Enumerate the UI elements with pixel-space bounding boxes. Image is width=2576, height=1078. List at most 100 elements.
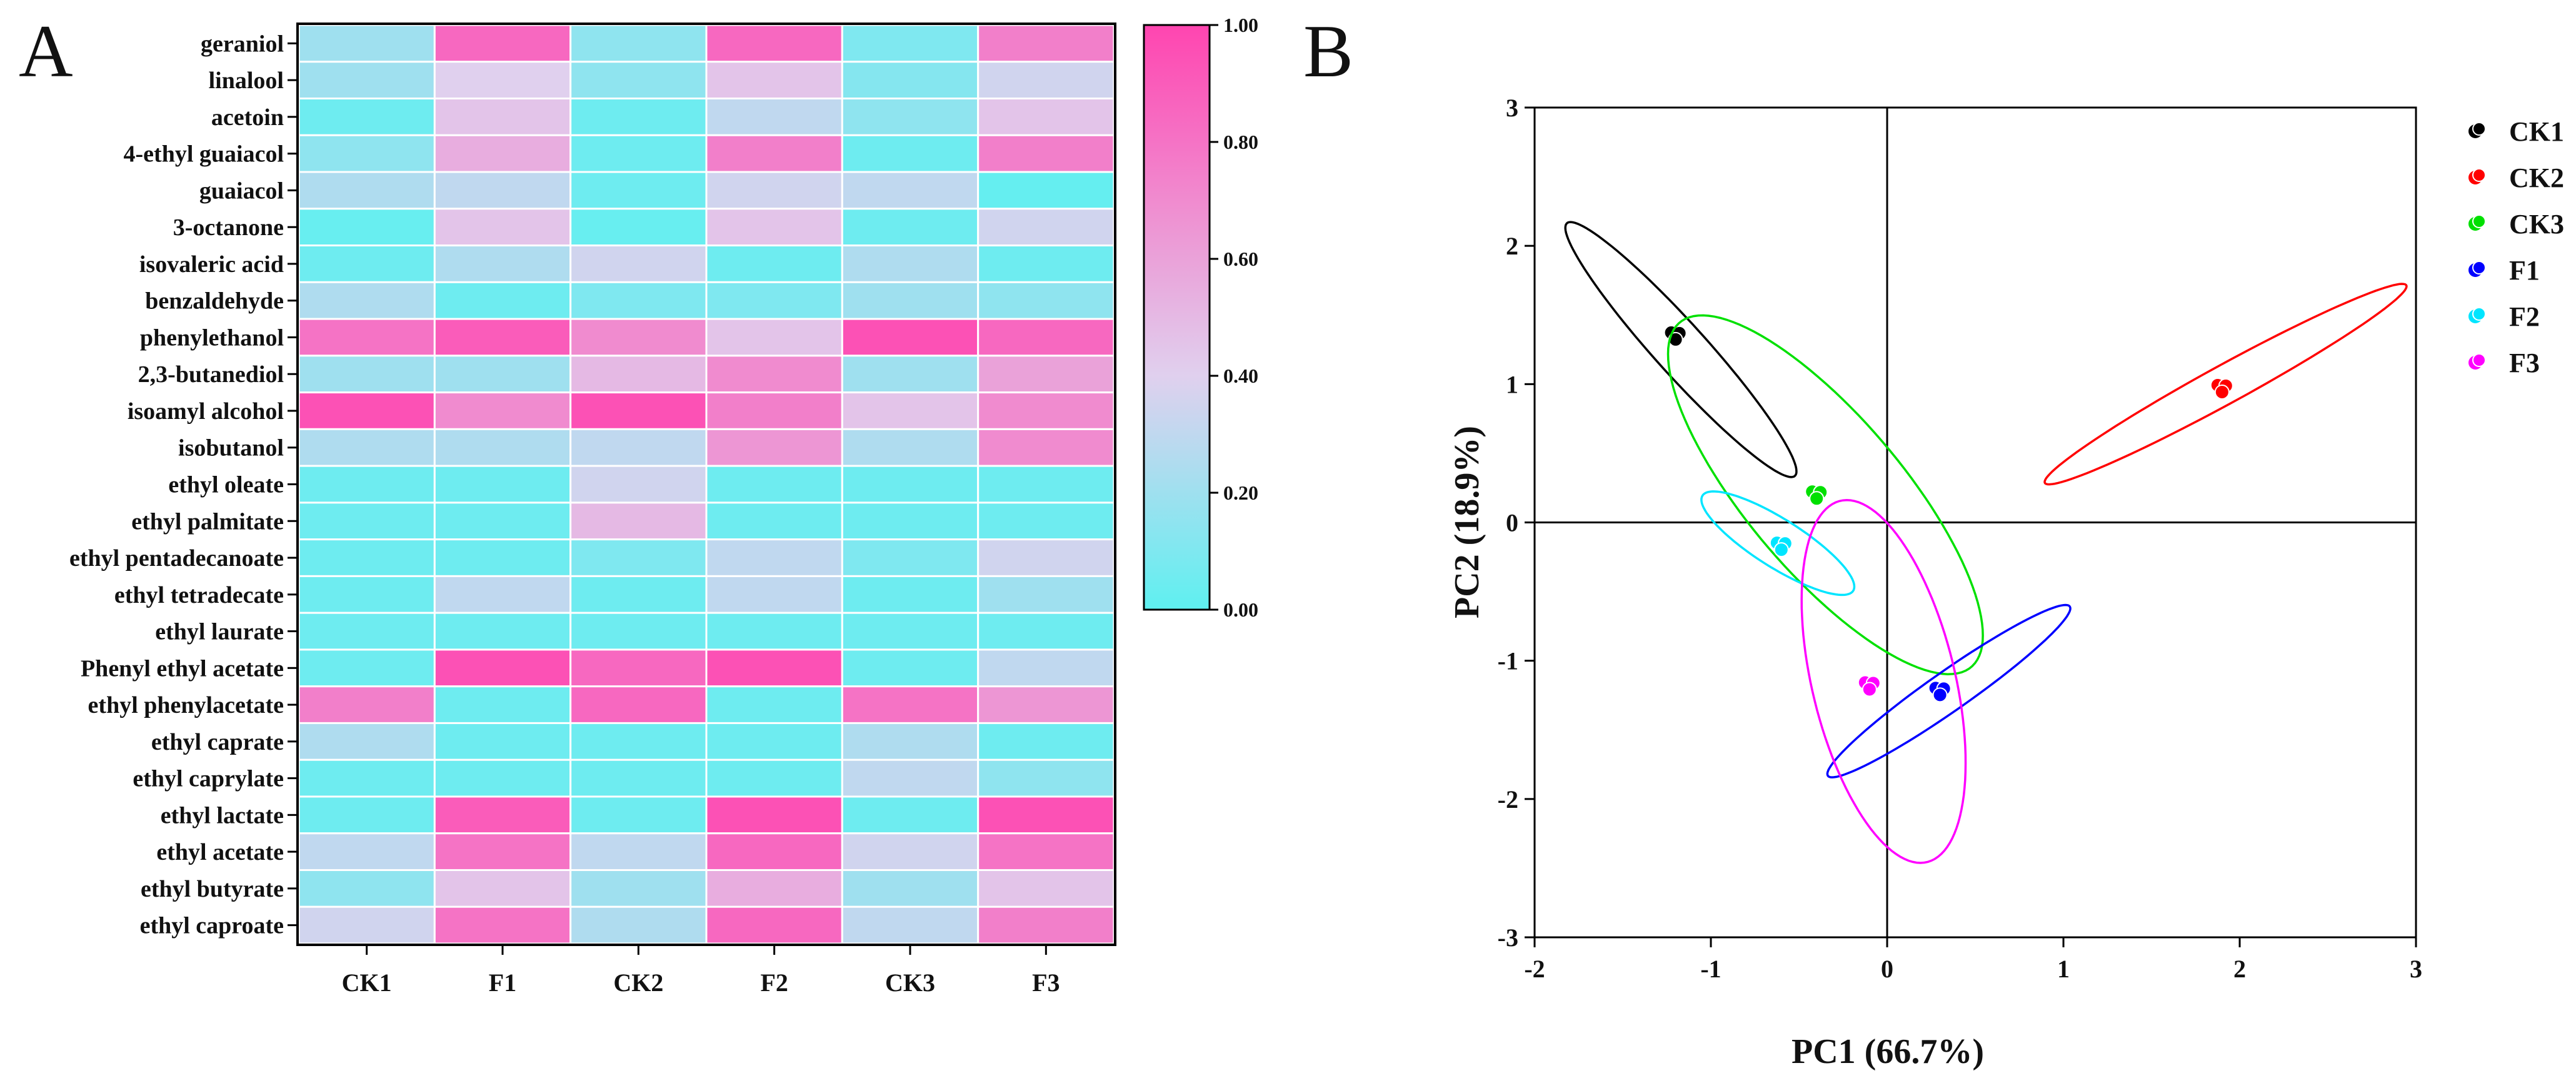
heatmap-cell — [298, 501, 436, 541]
pca-x-tick-label: 0 — [1881, 955, 1893, 983]
heatmap-frame — [296, 23, 1116, 946]
heatmap-cell — [298, 98, 436, 136]
heatmap-cell — [705, 758, 843, 798]
heatmap-cell — [433, 612, 572, 651]
heatmap-cell — [977, 722, 1115, 761]
heatmap-cell — [705, 612, 843, 651]
heatmap-cell — [433, 391, 572, 430]
heatmap-cell — [569, 355, 708, 394]
heatmap-cell — [977, 538, 1115, 577]
pca-point-f1 — [1932, 687, 1948, 703]
heatmap-cell — [298, 575, 436, 614]
pca-x-tick-label: 1 — [2057, 955, 2070, 983]
legend-label-ck1: CK1 — [2509, 116, 2564, 147]
pca-y-tick-label: 3 — [1506, 94, 1518, 122]
heatmap-cell — [705, 355, 843, 394]
heatmap-cell — [433, 244, 572, 283]
heatmap-row-label: phenylethanol — [140, 325, 284, 351]
heatmap-cell — [705, 171, 843, 210]
heatmap-cell — [841, 722, 980, 761]
heatmap-cell — [977, 428, 1115, 467]
colorbar: 0.00 0.20 0.40 0.60 0.80 1.00 — [1143, 14, 1258, 621]
pca-y-tick-label: 1 — [1506, 370, 1518, 398]
heatmap-cell — [569, 832, 708, 871]
heatmap-row-label: ethyl butyrate — [141, 876, 284, 902]
heatmap-cell — [298, 391, 436, 430]
heatmap-cell — [705, 391, 843, 430]
heatmap-cell — [433, 134, 572, 173]
heatmap-cell — [569, 281, 708, 320]
pca-ellipse-ck2 — [2043, 283, 2408, 486]
heatmap-cell — [298, 538, 436, 577]
heatmap-cell — [433, 465, 572, 504]
legend-marker-ck2 — [2472, 168, 2486, 182]
heatmap-cell — [705, 98, 843, 136]
heatmap-cell — [569, 61, 708, 100]
heatmap-cell — [433, 758, 572, 798]
pca-x-axis-title: PC1 (66.7%) — [1792, 1032, 1984, 1071]
heatmap-cell — [569, 98, 708, 136]
heatmap-cell — [977, 795, 1115, 835]
heatmap-cell — [569, 612, 708, 651]
heatmap-column-label: CK3 — [885, 969, 935, 997]
pca-point-f3 — [1862, 682, 1877, 697]
heatmap-cell — [298, 648, 436, 688]
heatmap-cell — [705, 538, 843, 577]
heatmap-cell — [977, 501, 1115, 541]
colorbar-tick-label: 0.00 — [1223, 598, 1258, 621]
heatmap-row-label: Phenyl ethyl acetate — [81, 655, 284, 682]
pca-ellipse-f3 — [1800, 498, 1967, 864]
heatmap-row-label: 2,3-butanediol — [138, 361, 284, 388]
heatmap-cell — [433, 795, 572, 835]
heatmap-cell — [705, 795, 843, 835]
heatmap-cell — [705, 648, 843, 688]
pca-x-tick-label: 3 — [2410, 955, 2422, 983]
legend-marker-f3 — [2472, 353, 2486, 367]
heatmap-cell — [433, 171, 572, 210]
pca-point-ck2 — [2214, 384, 2230, 400]
heatmap-cell — [705, 905, 843, 945]
heatmap-column-label: CK2 — [613, 969, 663, 997]
heatmap-row-label: 3-octanone — [173, 214, 284, 241]
heatmap-cell — [841, 355, 980, 394]
heatmap-cell — [705, 61, 843, 100]
heatmap-cell — [705, 134, 843, 173]
heatmap-cell — [841, 575, 980, 614]
heatmap-cell — [841, 538, 980, 577]
heatmap-cell — [841, 905, 980, 945]
heatmap-cell — [841, 24, 980, 63]
pca-y-axis-title: PC2 (18.9%) — [1448, 426, 1486, 618]
heatmap-column-label: F1 — [489, 969, 516, 997]
legend-marker-f2 — [2472, 307, 2486, 321]
pca-y-tick-label: -3 — [1498, 924, 1518, 952]
heatmap-cell — [977, 244, 1115, 283]
heatmap-cell — [298, 244, 436, 283]
heatmap-cell — [569, 685, 708, 724]
legend-marker-ck3 — [2472, 214, 2486, 228]
heatmap-cell — [433, 98, 572, 136]
heatmap-cell — [433, 832, 572, 871]
heatmap-cell — [298, 795, 436, 835]
heatmap-cell — [841, 134, 980, 173]
heatmap-cell — [569, 722, 708, 761]
heatmap-row-label: isoamyl alcohol — [128, 398, 284, 425]
legend-label-ck3: CK3 — [2509, 209, 2564, 239]
heatmap-row-label: ethyl laurate — [155, 619, 284, 645]
heatmap-cell — [705, 281, 843, 320]
heatmap-cell — [298, 134, 436, 173]
heatmap-row-label: linalool — [209, 68, 284, 94]
heatmap-cell — [433, 318, 572, 357]
heatmap-cell — [298, 832, 436, 871]
heatmap-cell — [841, 208, 980, 247]
heatmap-cell — [977, 905, 1115, 945]
heatmap-row-label: ethyl oleate — [168, 472, 284, 498]
panel-letter-a: A — [19, 9, 73, 93]
heatmap-cell — [705, 869, 843, 908]
heatmap-cell — [705, 722, 843, 761]
pca-ellipse-f1 — [1826, 603, 2072, 778]
heatmap-cell — [977, 685, 1115, 724]
heatmap-column-label: F2 — [760, 969, 788, 997]
heatmap-cell — [569, 538, 708, 577]
